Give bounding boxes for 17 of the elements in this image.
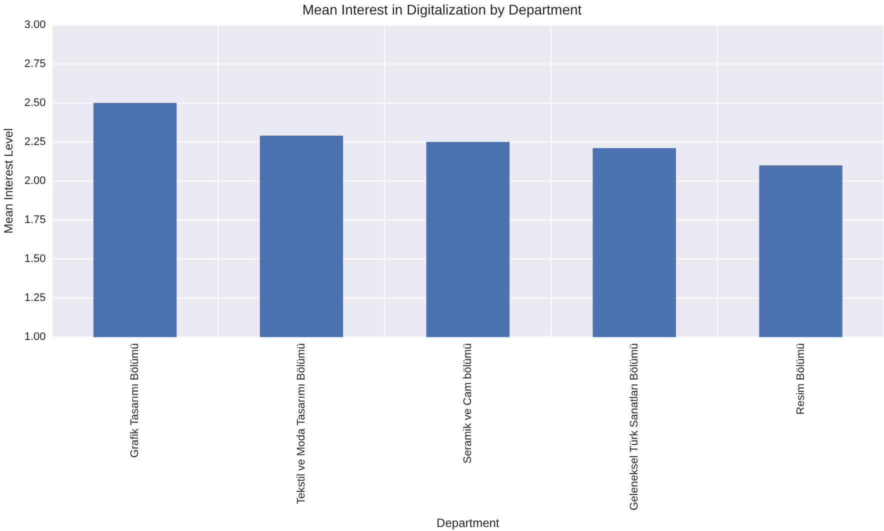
chart-title: Mean Interest in Digitalization by Department <box>302 1 582 18</box>
x-tick-label: Geleneksel Türk Sanatları Bölümü <box>628 343 640 510</box>
y-tick-label: 1.75 <box>24 214 46 226</box>
y-tick-label: 1.25 <box>24 292 46 304</box>
y-tick-label: 1.00 <box>24 331 46 344</box>
y-tick-label: 2.00 <box>24 174 46 187</box>
x-axis-title: Department <box>436 516 500 530</box>
x-tick-label: Resim Bölümü <box>794 343 807 415</box>
y-tick-label: 2.75 <box>24 58 46 70</box>
y-tick-label: 2.25 <box>24 136 46 148</box>
y-tick-label: 2.50 <box>24 96 46 109</box>
y-tick-label: 1.50 <box>24 253 46 266</box>
x-tick-label: Grafik Tasarımı Bölümü <box>129 343 142 458</box>
x-tick-label: Tekstil ve Moda Tasarımı Bölümü <box>296 343 308 504</box>
y-tick-label: 3.00 <box>24 18 46 31</box>
y-axis-title: Mean Interest Level <box>2 128 16 234</box>
x-tick-label: Seramik ve Cam bölümü <box>462 343 474 464</box>
